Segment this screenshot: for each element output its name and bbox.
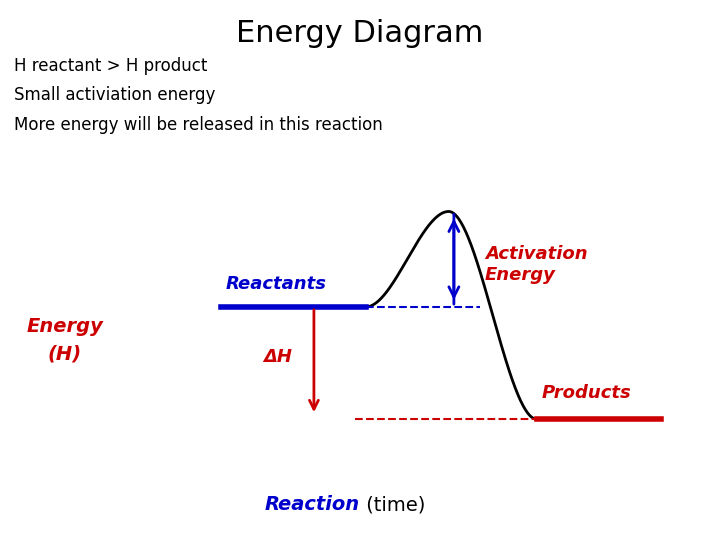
Text: Energy Diagram: Energy Diagram [236,19,484,48]
Text: Products: Products [542,384,631,402]
Text: ΔH: ΔH [263,348,292,367]
Text: Reaction: Reaction [265,495,360,515]
Text: (H): (H) [48,344,82,363]
Text: More energy will be released in this reaction: More energy will be released in this rea… [14,116,383,134]
Text: Activation
Energy: Activation Energy [485,245,588,284]
Text: H reactant > H product: H reactant > H product [14,57,208,75]
Text: (time): (time) [360,495,426,515]
Text: Small activiation energy: Small activiation energy [14,86,216,104]
Text: Reactants: Reactants [226,275,327,293]
Text: Energy: Energy [27,317,103,336]
